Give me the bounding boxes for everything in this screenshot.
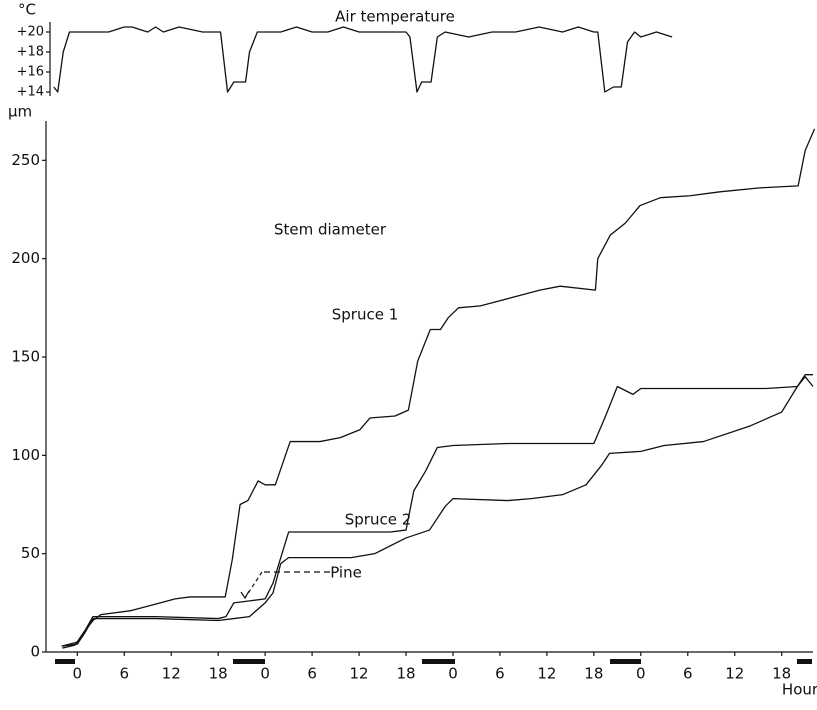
series-line [53, 26, 673, 93]
y-tick-label: 50 [21, 544, 40, 562]
diameter-unit: µm [8, 103, 32, 121]
night-bar [422, 659, 455, 664]
x-tick-label: 6 [307, 665, 317, 683]
x-tick-label: 0 [448, 665, 458, 683]
y-tick-label: +14 [17, 85, 44, 100]
series-label: Spruce 2 [345, 511, 412, 529]
pine-arrowhead [240, 590, 250, 600]
x-tick-label: 12 [537, 665, 556, 683]
y-tick-label: 200 [11, 249, 40, 267]
x-tick-label: 18 [584, 665, 603, 683]
y-tick-label: 0 [30, 643, 40, 661]
y-tick-label: 150 [11, 348, 40, 366]
y-tick-label: +18 [17, 45, 44, 60]
x-tick-label: 6 [495, 665, 505, 683]
night-bar [797, 659, 812, 664]
series-line [61, 376, 814, 647]
x-tick-label: 12 [725, 665, 744, 683]
x-tick-label: 0 [260, 665, 270, 683]
x-axis-label: Hour [782, 681, 817, 699]
night-bar [610, 659, 641, 664]
x-tick-label: 12 [350, 665, 369, 683]
x-tick-label: 18 [209, 665, 228, 683]
night-bar [233, 659, 265, 664]
diameter-title: Stem diameter [274, 221, 387, 239]
series-line [61, 374, 813, 647]
night-bar [55, 659, 75, 664]
x-tick-label: 12 [162, 665, 181, 683]
x-tick-label: 18 [772, 665, 791, 683]
temperature-unit: °C [18, 1, 36, 19]
x-tick-label: 18 [396, 665, 415, 683]
temperature-title: Air temperature [335, 8, 455, 26]
pine-pointer [244, 571, 263, 599]
y-tick-label: 250 [11, 151, 40, 169]
night-bars [55, 659, 812, 664]
y-tick-label: 100 [11, 446, 40, 464]
x-tick-label: 0 [636, 665, 646, 683]
series-label: Spruce 1 [332, 306, 399, 324]
x-tick-label: 0 [73, 665, 83, 683]
x-tick-label: 6 [683, 665, 693, 683]
series-line [62, 128, 816, 649]
x-tick-label: 6 [119, 665, 129, 683]
y-tick-label: +16 [17, 65, 44, 80]
series-label: Pine [330, 564, 362, 582]
y-tick-label: +20 [17, 25, 44, 40]
